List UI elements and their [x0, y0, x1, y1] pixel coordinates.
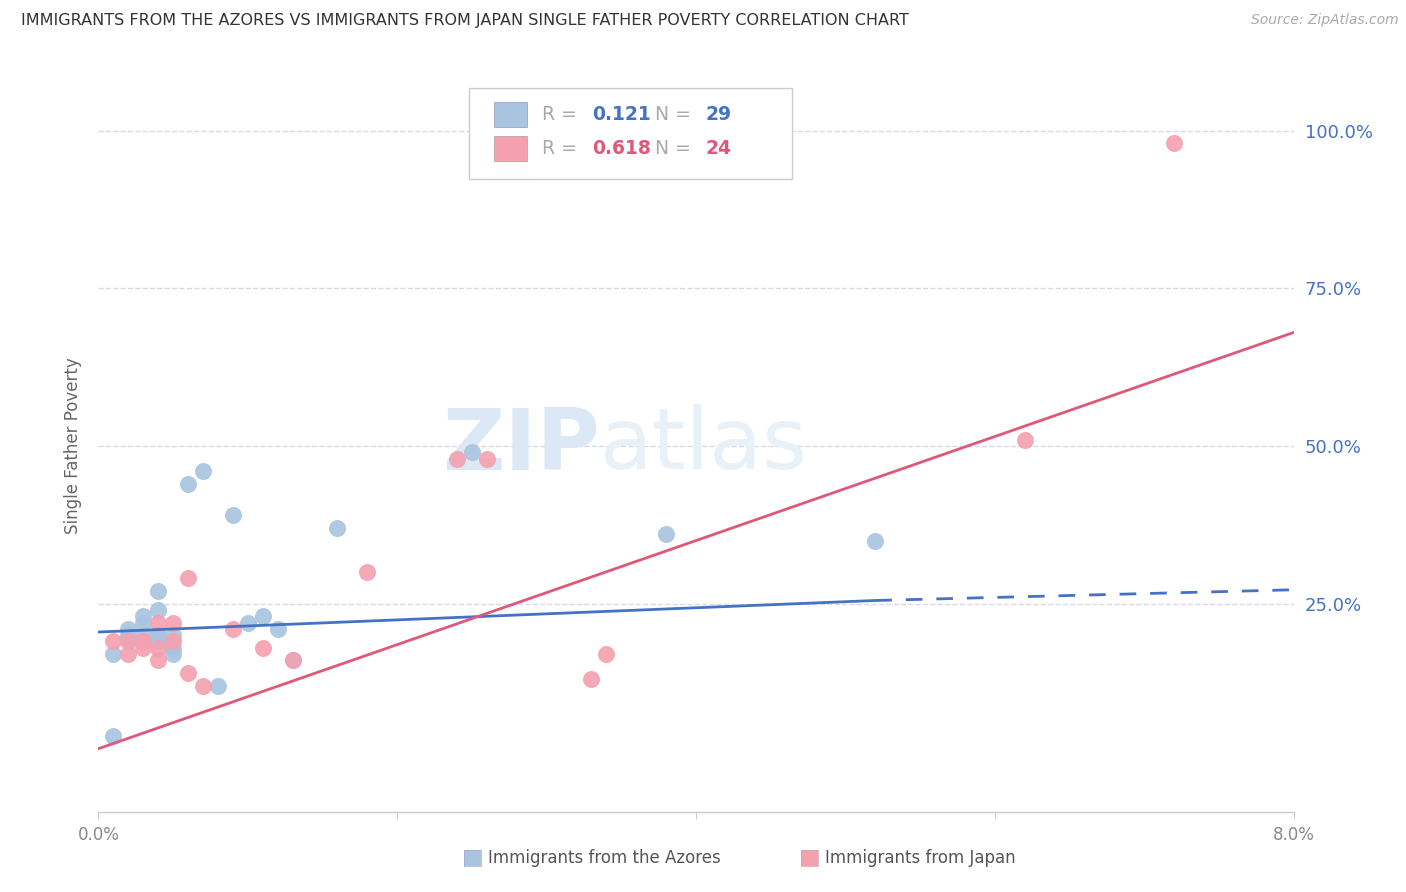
Point — [132, 634, 155, 648]
Point — [148, 634, 170, 648]
Point — [117, 634, 139, 648]
Text: ZIP: ZIP — [443, 404, 600, 488]
Text: 0.121: 0.121 — [592, 105, 651, 124]
Point — [117, 628, 139, 642]
Point — [475, 451, 498, 466]
Point — [132, 634, 155, 648]
Point — [132, 609, 155, 624]
Point — [191, 679, 214, 693]
Point — [191, 464, 214, 478]
Point — [148, 640, 170, 655]
Point — [162, 640, 184, 655]
Point — [1163, 136, 1185, 151]
Point — [207, 679, 229, 693]
Point — [148, 584, 170, 599]
Point — [356, 565, 378, 579]
Point — [236, 615, 259, 630]
Point — [252, 609, 274, 624]
Point — [581, 673, 603, 687]
Point — [222, 622, 245, 636]
Point — [863, 533, 886, 548]
Point — [103, 729, 125, 743]
Y-axis label: Single Father Poverty: Single Father Poverty — [65, 358, 83, 534]
Point — [446, 451, 468, 466]
Point — [132, 628, 155, 642]
Point — [103, 647, 125, 661]
Point — [281, 653, 304, 667]
Point — [148, 628, 170, 642]
Point — [1014, 433, 1036, 447]
Text: R =: R = — [541, 105, 582, 124]
FancyBboxPatch shape — [494, 103, 527, 127]
Point — [162, 628, 184, 642]
Text: Immigrants from Japan: Immigrants from Japan — [825, 849, 1017, 867]
Point — [177, 665, 200, 680]
Text: Source: ZipAtlas.com: Source: ZipAtlas.com — [1251, 13, 1399, 28]
FancyBboxPatch shape — [494, 136, 527, 161]
Point — [148, 603, 170, 617]
Point — [252, 640, 274, 655]
Text: 24: 24 — [706, 139, 731, 158]
Point — [117, 647, 139, 661]
Point — [177, 476, 200, 491]
Point — [148, 615, 170, 630]
Point — [326, 521, 349, 535]
Point — [281, 653, 304, 667]
Text: Immigrants from the Azores: Immigrants from the Azores — [488, 849, 721, 867]
Point — [162, 634, 184, 648]
Text: IMMIGRANTS FROM THE AZORES VS IMMIGRANTS FROM JAPAN SINGLE FATHER POVERTY CORREL: IMMIGRANTS FROM THE AZORES VS IMMIGRANTS… — [21, 13, 908, 29]
Text: atlas: atlas — [600, 404, 808, 488]
Point — [222, 508, 245, 523]
FancyBboxPatch shape — [470, 87, 792, 179]
Point — [162, 647, 184, 661]
Point — [655, 527, 678, 541]
Point — [148, 653, 170, 667]
Point — [132, 634, 155, 648]
Text: 29: 29 — [706, 105, 731, 124]
Point — [267, 622, 290, 636]
Text: N =: N = — [655, 105, 697, 124]
Point — [461, 445, 484, 459]
Point — [117, 622, 139, 636]
Point — [132, 640, 155, 655]
Point — [595, 647, 617, 661]
Point — [103, 634, 125, 648]
Point — [162, 615, 184, 630]
Point — [177, 571, 200, 585]
Text: R =: R = — [541, 139, 582, 158]
Text: N =: N = — [655, 139, 697, 158]
Point — [132, 615, 155, 630]
Point — [148, 628, 170, 642]
Point — [117, 634, 139, 648]
Text: 0.618: 0.618 — [592, 139, 651, 158]
